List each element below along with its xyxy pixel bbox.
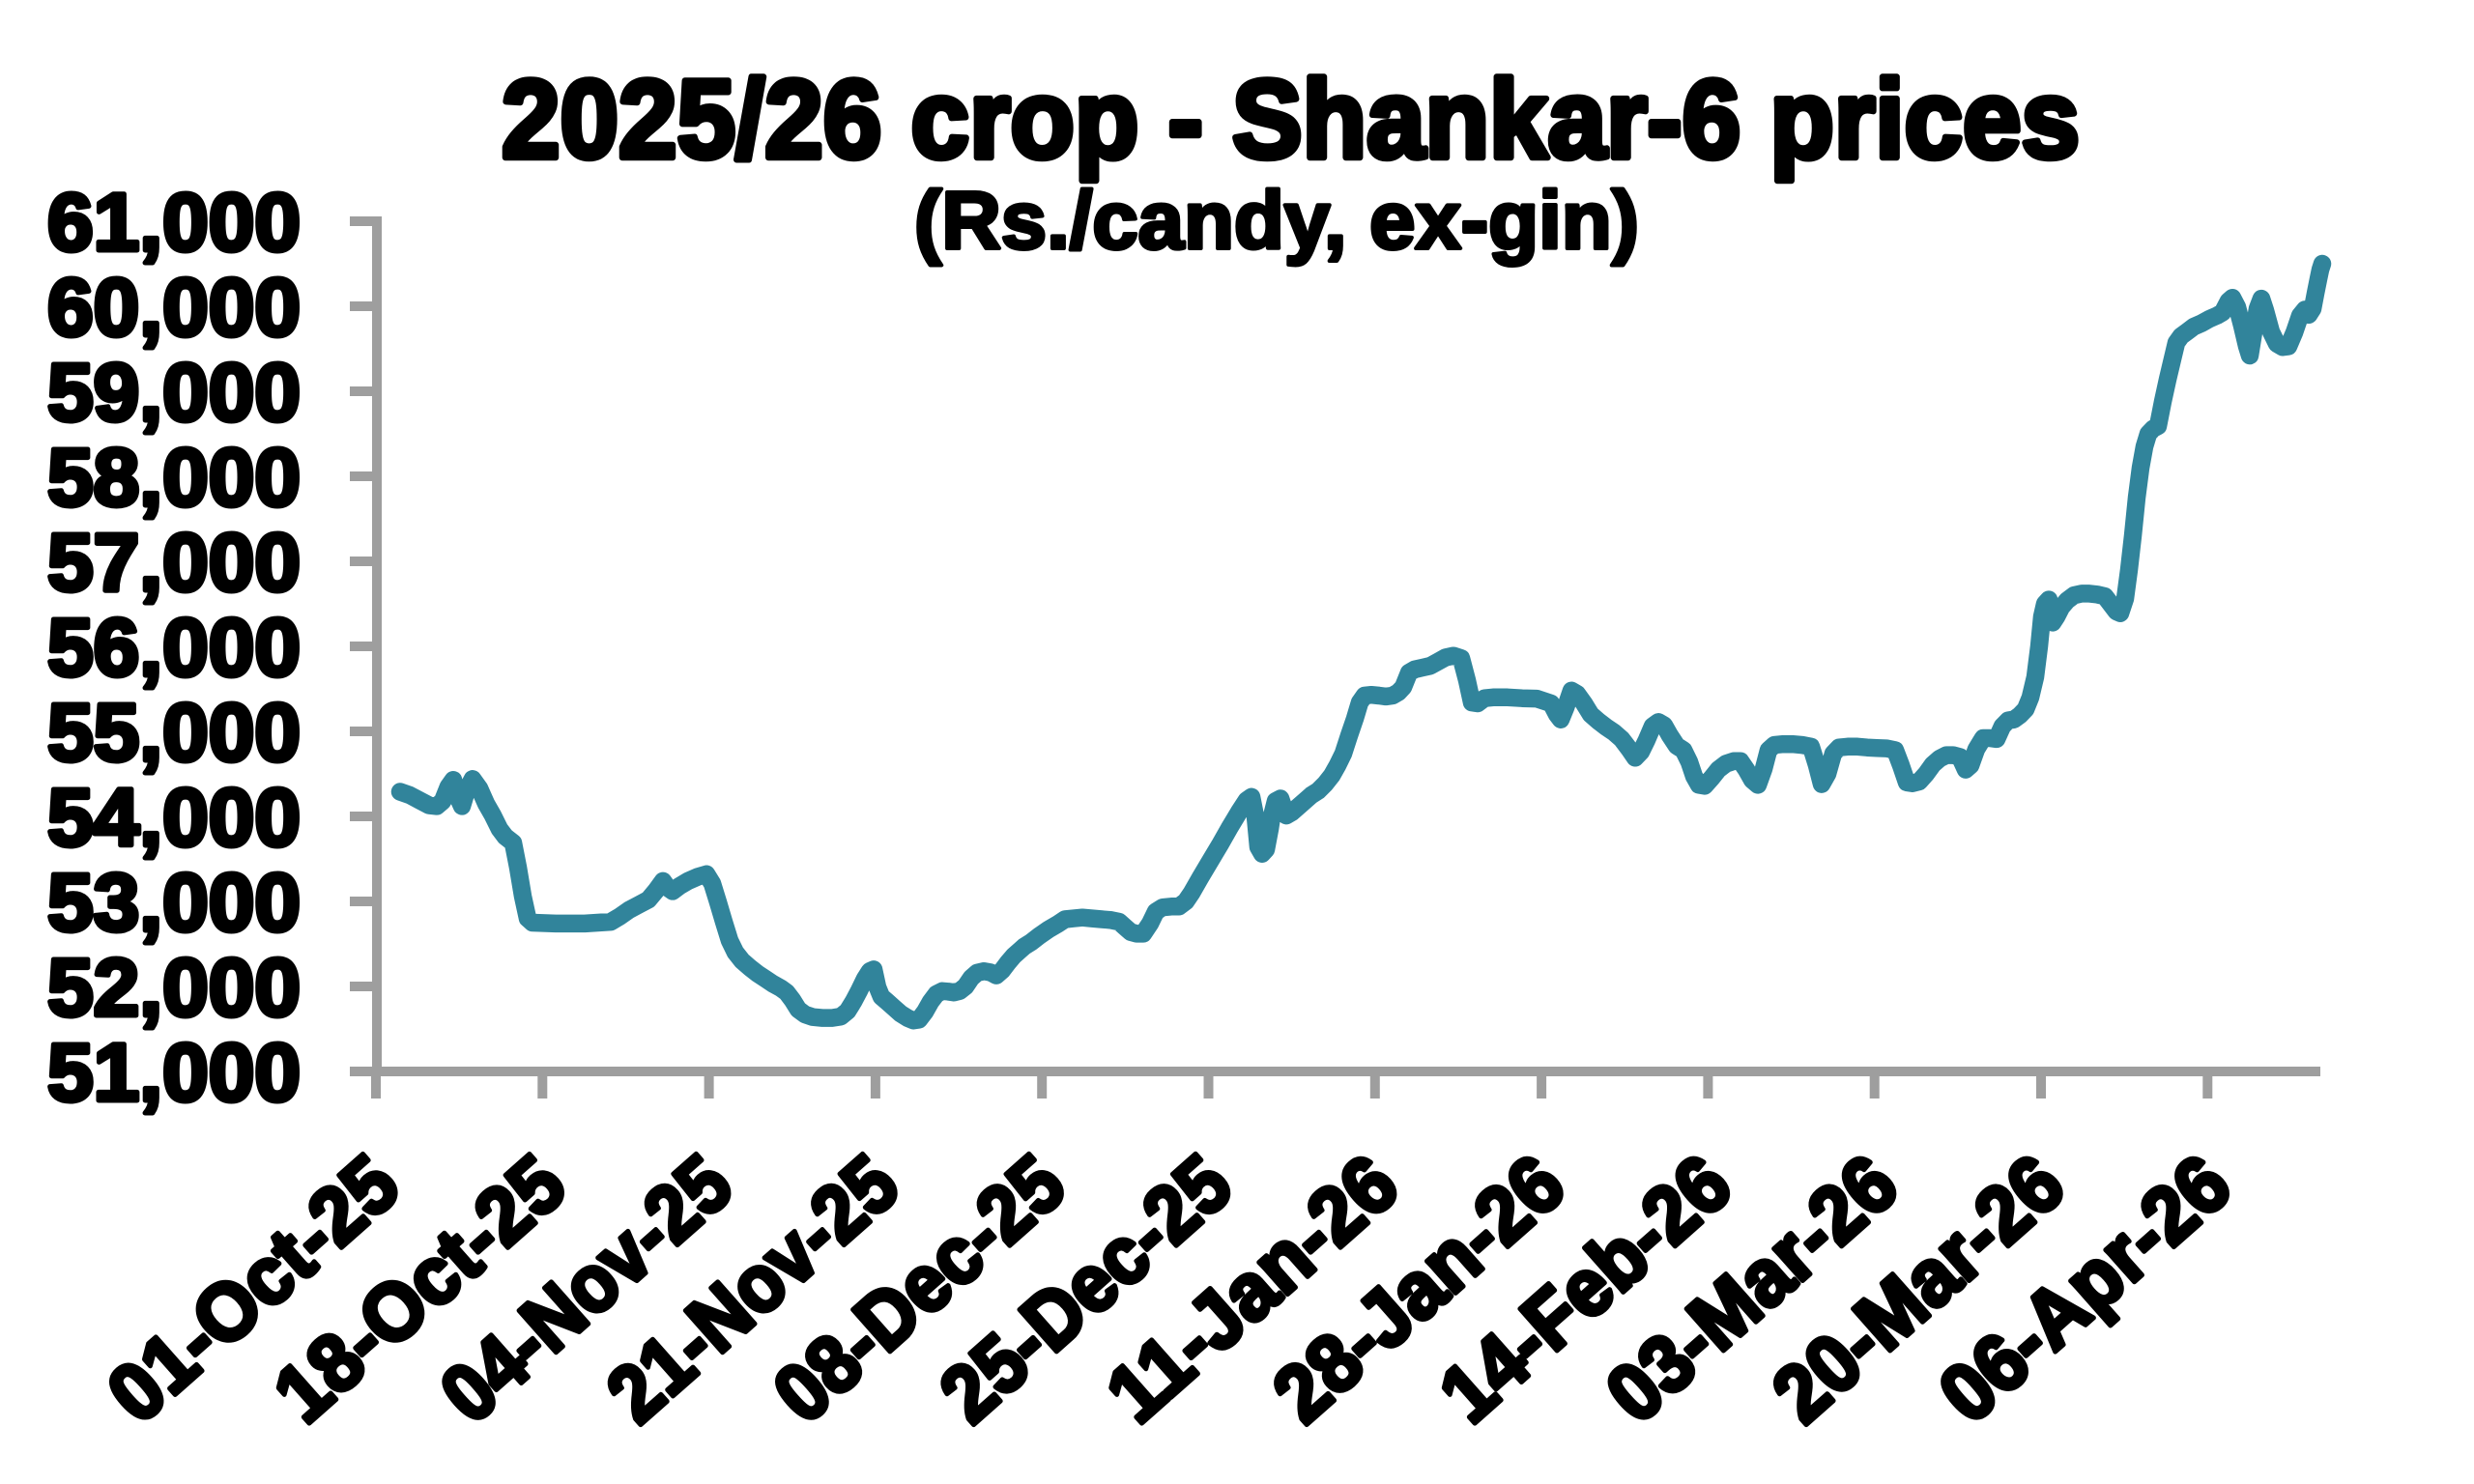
svg-text:52,000: 52,000 [47,942,301,1033]
svg-text:60,000: 60,000 [47,262,301,353]
svg-text:(Rs./candy, ex-gin): (Rs./candy, ex-gin) [914,175,1639,266]
svg-text:57,000: 57,000 [47,517,301,608]
svg-text:2025/26 crop - Shankar-6 price: 2025/26 crop - Shankar-6 prices [502,58,2080,182]
svg-text:54,000: 54,000 [47,772,301,863]
svg-text:55,000: 55,000 [47,687,301,778]
svg-text:53,000: 53,000 [47,857,301,948]
svg-text:61,000: 61,000 [47,177,301,268]
svg-text:59,000: 59,000 [47,347,301,438]
svg-text:51,000: 51,000 [47,1027,301,1118]
svg-text:56,000: 56,000 [47,602,301,693]
svg-text:58,000: 58,000 [47,432,301,523]
